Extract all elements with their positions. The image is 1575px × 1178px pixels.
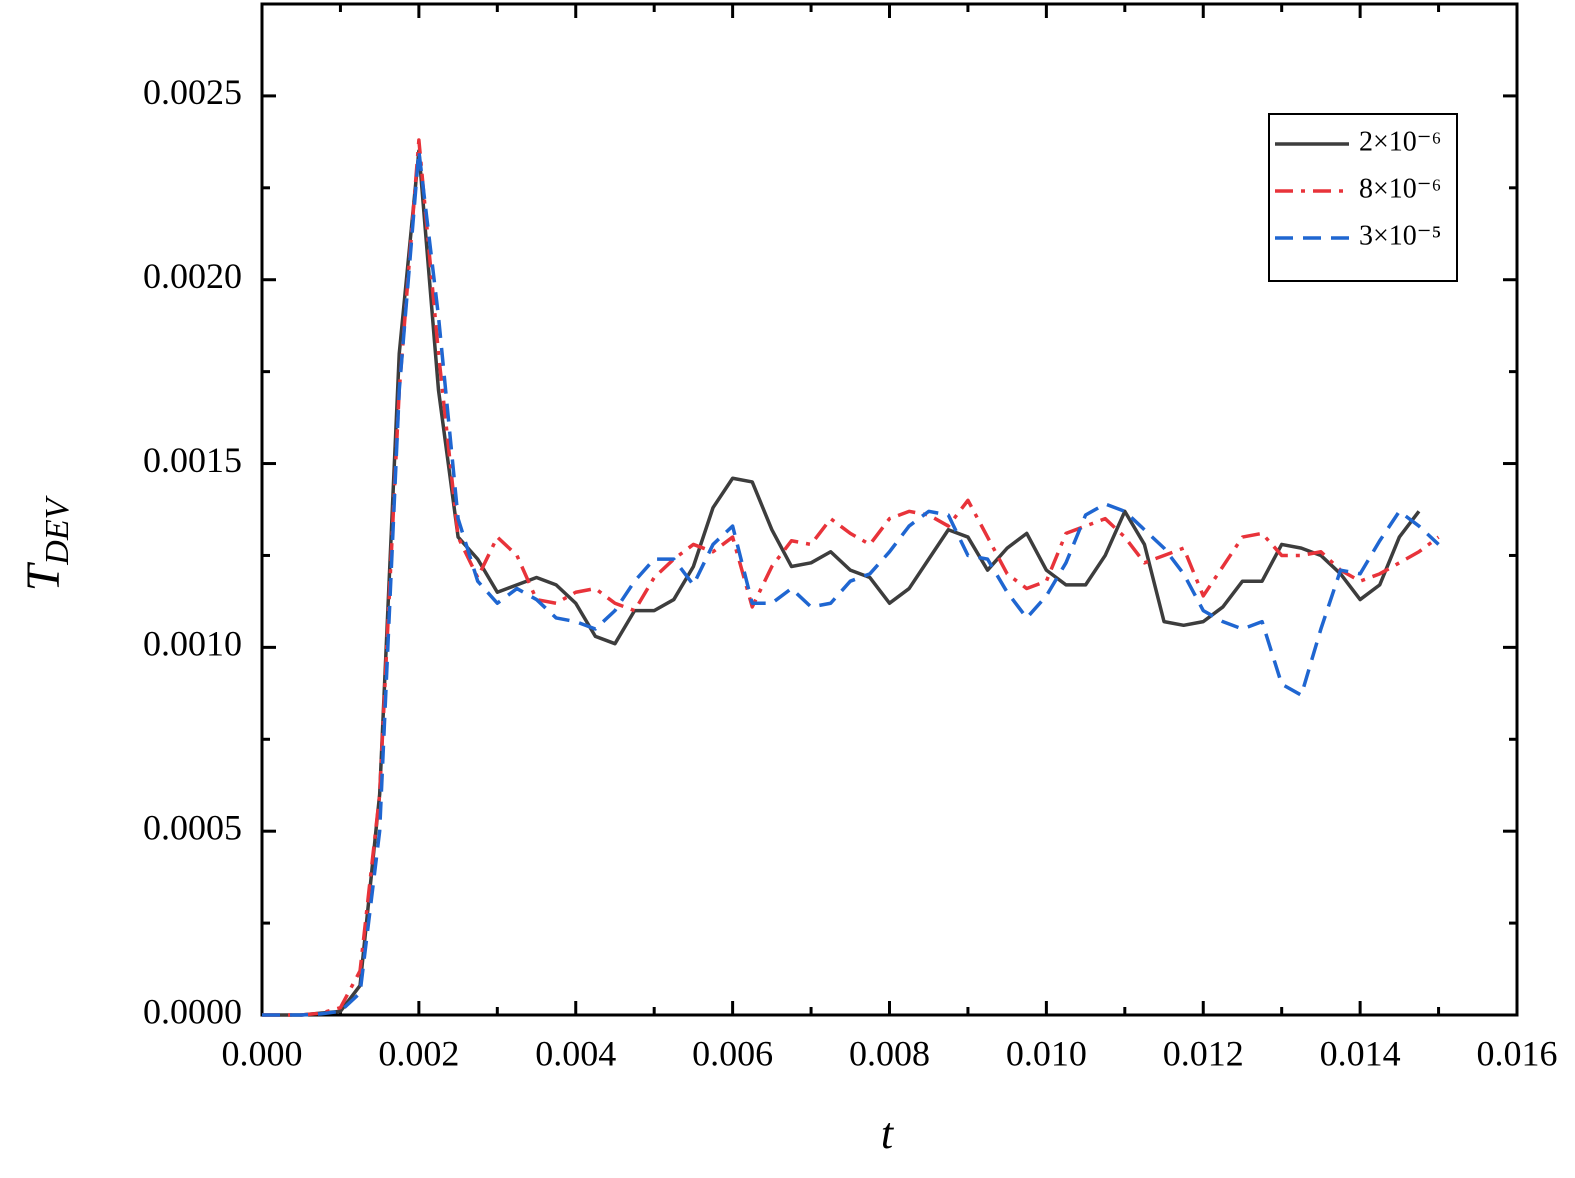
y-tick-label: 0.0025 (143, 72, 242, 112)
legend-label: 3×10⁻⁵ (1359, 220, 1441, 251)
x-tick-label: 0.006 (692, 1033, 773, 1073)
x-axis-label: t (881, 1109, 895, 1158)
legend-label: 8×10⁻⁶ (1359, 173, 1441, 204)
y-tick-label: 0.0005 (143, 807, 242, 847)
x-tick-label: 0.004 (535, 1033, 616, 1073)
x-tick-label: 0.000 (222, 1033, 303, 1073)
y-tick-label: 0.0010 (143, 624, 242, 664)
y-axis-label: TDEV (17, 494, 76, 591)
legend-label: 2×10⁻⁶ (1359, 126, 1441, 157)
x-tick-label: 0.008 (849, 1033, 930, 1073)
y-tick-label: 0.0015 (143, 440, 242, 480)
x-tick-label: 0.010 (1006, 1033, 1087, 1073)
series-line (262, 149, 1440, 1017)
x-tick-label: 0.014 (1320, 1033, 1401, 1073)
series-line (262, 149, 1421, 1017)
x-tick-label: 0.002 (378, 1033, 459, 1073)
y-axis-label-main: T (17, 561, 70, 591)
legend-box (1268, 113, 1458, 282)
y-tick-label: 0.0000 (143, 991, 242, 1031)
y-axis-label-subscript: DEV (39, 494, 76, 565)
x-tick-label: 0.012 (1163, 1033, 1244, 1073)
y-tick-label: 0.0020 (143, 256, 242, 296)
series-line (262, 138, 1440, 1017)
x-tick-label: 0.016 (1477, 1033, 1558, 1073)
